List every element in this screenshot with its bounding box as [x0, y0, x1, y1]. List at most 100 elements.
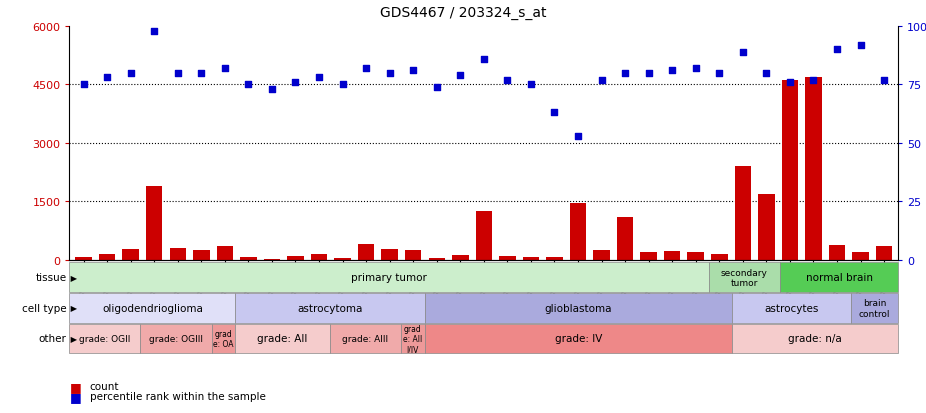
Bar — [330, 324, 401, 354]
Bar — [235, 293, 425, 323]
Bar — [499, 256, 516, 260]
Point — [712, 70, 727, 77]
Bar — [758, 194, 775, 260]
Point — [782, 80, 797, 86]
Point — [453, 73, 468, 79]
Point — [241, 82, 256, 88]
Text: percentile rank within the sample: percentile rank within the sample — [90, 392, 266, 401]
Bar — [122, 249, 139, 260]
Text: count: count — [90, 381, 119, 391]
Point — [759, 70, 774, 77]
Text: ▶: ▶ — [68, 273, 77, 282]
Bar — [711, 254, 728, 260]
Bar — [425, 293, 732, 323]
Point — [194, 70, 208, 77]
Text: primary tumor: primary tumor — [351, 273, 427, 282]
Bar — [641, 252, 657, 260]
Bar — [851, 293, 898, 323]
Point — [877, 77, 892, 84]
Point — [594, 77, 609, 84]
Bar — [169, 249, 186, 260]
Bar — [69, 263, 708, 292]
Bar — [569, 204, 586, 260]
Text: ▶: ▶ — [68, 304, 77, 313]
Point — [382, 70, 397, 77]
Bar — [141, 324, 211, 354]
Text: astrocytes: astrocytes — [765, 303, 819, 313]
Bar — [476, 211, 492, 260]
Bar — [780, 263, 898, 292]
Point — [312, 75, 327, 81]
Bar — [429, 258, 445, 260]
Bar — [193, 250, 209, 260]
Bar — [334, 258, 351, 260]
Point — [618, 70, 632, 77]
Bar — [240, 258, 257, 260]
Bar — [69, 324, 141, 354]
Text: GDS4467 / 203324_s_at: GDS4467 / 203324_s_at — [380, 6, 546, 20]
Point — [358, 66, 373, 72]
Text: grade: AIII: grade: AIII — [343, 334, 389, 343]
Bar — [594, 251, 610, 260]
Bar — [452, 256, 469, 260]
Bar — [425, 324, 732, 354]
Bar — [732, 293, 851, 323]
Bar — [99, 254, 116, 260]
Bar — [546, 257, 563, 260]
Text: brain
control: brain control — [858, 299, 890, 318]
Bar — [401, 324, 425, 354]
Point — [147, 28, 162, 35]
Point — [688, 66, 703, 72]
Point — [500, 77, 515, 84]
Bar — [852, 252, 869, 260]
Point — [547, 110, 562, 116]
Bar — [146, 186, 162, 260]
Point — [853, 42, 868, 49]
Bar — [734, 167, 751, 260]
Text: cell type: cell type — [22, 303, 67, 313]
Text: normal brain: normal brain — [806, 273, 872, 282]
Bar — [217, 246, 233, 260]
Text: grad
e: AII
I/IV: grad e: AII I/IV — [403, 324, 422, 354]
Bar — [264, 259, 281, 260]
Bar — [876, 247, 893, 260]
Text: secondary
tumor: secondary tumor — [720, 268, 768, 287]
Text: tissue: tissue — [35, 273, 67, 282]
Text: grade: OGII: grade: OGII — [80, 334, 131, 343]
Point — [76, 82, 91, 88]
Point — [100, 75, 115, 81]
Text: ■: ■ — [69, 380, 81, 393]
Point — [523, 82, 538, 88]
Point — [288, 80, 303, 86]
Bar — [664, 252, 681, 260]
Bar — [405, 251, 421, 260]
Text: ▶: ▶ — [68, 334, 77, 343]
Point — [170, 70, 185, 77]
Bar — [687, 252, 704, 260]
Point — [641, 70, 656, 77]
Text: grade: AII: grade: AII — [257, 334, 307, 344]
Point — [430, 84, 444, 91]
Point — [665, 68, 680, 74]
Bar — [311, 254, 327, 260]
Text: grade: OGIII: grade: OGIII — [149, 334, 203, 343]
Point — [735, 49, 750, 56]
Point — [830, 47, 845, 53]
Bar — [806, 77, 821, 260]
Text: grade: n/a: grade: n/a — [788, 334, 843, 344]
Text: grade: IV: grade: IV — [555, 334, 602, 344]
Bar — [708, 263, 780, 292]
Bar — [357, 244, 374, 260]
Bar — [69, 293, 235, 323]
Point — [218, 66, 232, 72]
Bar — [382, 249, 398, 260]
Bar — [617, 217, 633, 260]
Point — [476, 56, 491, 63]
Point — [806, 77, 820, 84]
Text: ■: ■ — [69, 390, 81, 403]
Point — [335, 82, 350, 88]
Point — [406, 68, 420, 74]
Point — [265, 87, 280, 93]
Text: astrocytoma: astrocytoma — [297, 303, 363, 313]
Bar — [235, 324, 330, 354]
